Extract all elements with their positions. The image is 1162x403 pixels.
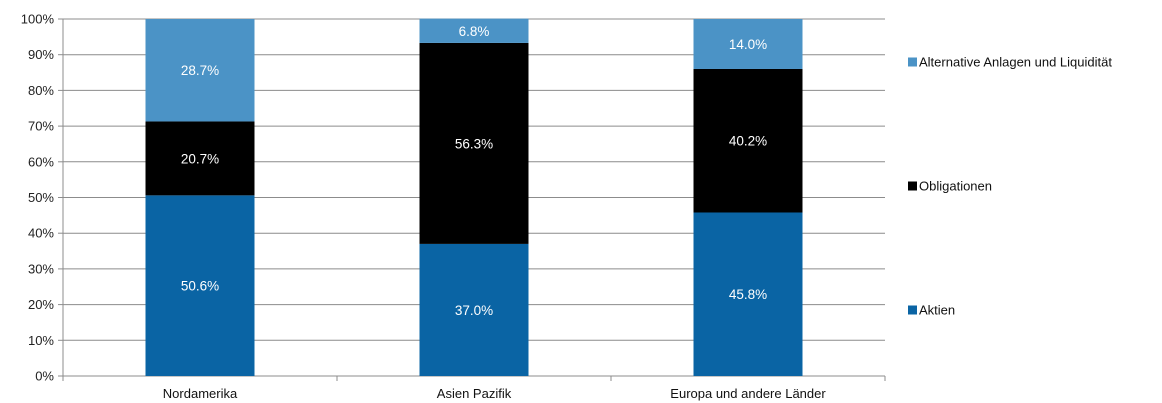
y-tick-label: 30% — [28, 261, 54, 276]
legend-swatch — [908, 57, 917, 67]
legend-swatch — [908, 181, 917, 191]
legend-label: Aktien — [919, 303, 955, 318]
x-category-label: Europa und andere Länder — [670, 386, 826, 401]
bar-segment — [419, 243, 529, 376]
legend-label: Obligationen — [919, 179, 992, 194]
y-tick-label: 100% — [21, 12, 55, 27]
legend-swatch — [908, 305, 917, 315]
y-tick-label: 50% — [28, 190, 54, 205]
bar-segment — [145, 121, 255, 196]
data-label: 50.6% — [181, 279, 219, 294]
bar-segment — [693, 212, 803, 376]
bar-segment — [693, 68, 803, 213]
y-tick-label: 40% — [28, 226, 54, 241]
data-label: 14.0% — [729, 37, 767, 52]
data-label: 56.3% — [455, 136, 493, 151]
bar-segment — [419, 18, 529, 43]
data-label: 40.2% — [729, 134, 767, 149]
bar-segment — [419, 42, 529, 244]
x-category-label: Nordamerika — [163, 386, 238, 401]
bar-segment — [693, 19, 803, 69]
data-label: 28.7% — [181, 63, 219, 78]
legend-label: Alternative Anlagen und Liquidität — [919, 55, 1112, 70]
y-tick-label: 90% — [28, 47, 54, 62]
y-tick-label: 10% — [28, 333, 54, 348]
bar-segment — [145, 195, 255, 376]
data-label: 6.8% — [459, 24, 490, 39]
data-label: 20.7% — [181, 151, 219, 166]
y-tick-label: 80% — [28, 83, 54, 98]
y-tick-label: 70% — [28, 119, 54, 134]
data-label: 45.8% — [729, 287, 767, 302]
x-category-label: Asien Pazifik — [437, 386, 512, 401]
y-tick-label: 20% — [28, 297, 54, 312]
data-label: 37.0% — [455, 303, 493, 318]
y-tick-label: 60% — [28, 154, 54, 169]
y-tick-label: 0% — [35, 369, 54, 384]
bar-segment — [145, 19, 255, 122]
